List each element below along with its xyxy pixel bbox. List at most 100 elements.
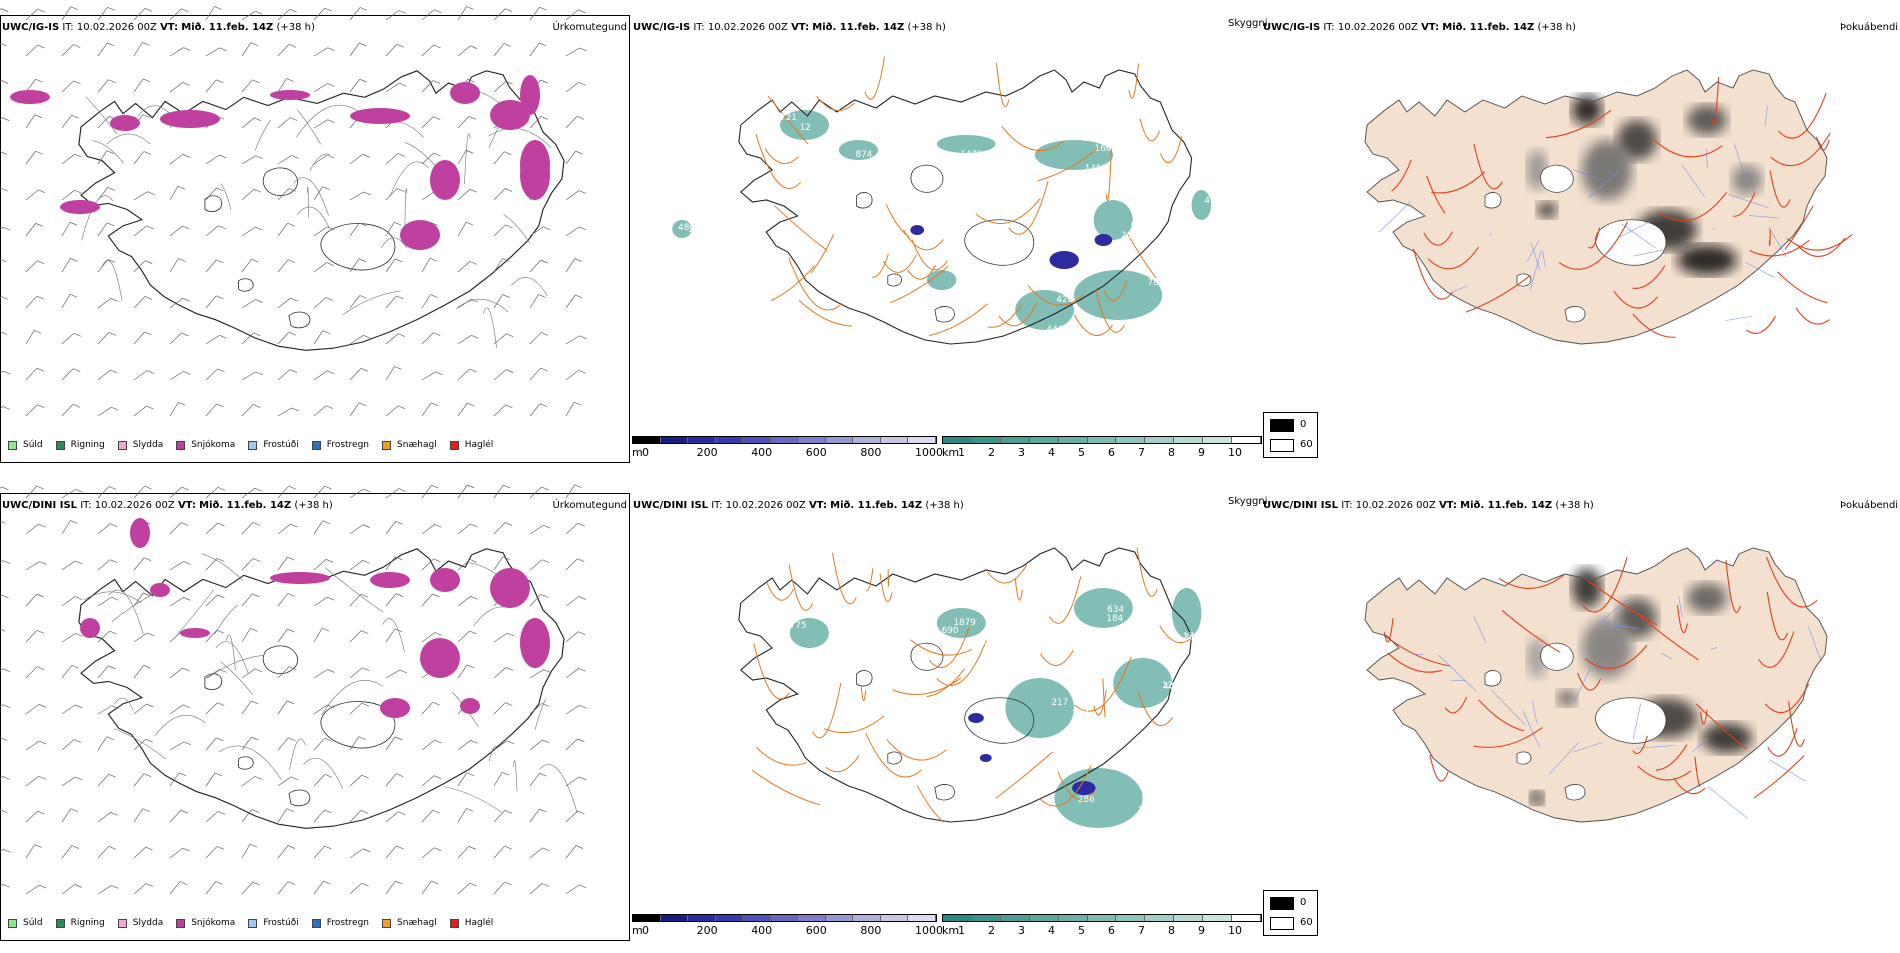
wind-barb-flag xyxy=(147,633,154,636)
wind-barb-flag xyxy=(3,669,10,672)
road-line xyxy=(221,662,253,695)
wind-barb xyxy=(206,669,220,678)
wind-barb xyxy=(314,774,325,786)
wind-barb xyxy=(242,628,250,642)
wind-barb xyxy=(350,43,359,56)
colorbar-swatch xyxy=(853,915,881,921)
wind-barb-flag xyxy=(328,48,335,51)
wind-barb-flag xyxy=(216,188,223,191)
precip-title: Úrkomutegund xyxy=(552,22,627,34)
wind-barb-flag xyxy=(183,82,190,85)
wind-barb xyxy=(422,81,433,92)
cloud-height-label: 293 xyxy=(1072,709,1089,719)
wind-barb-flag xyxy=(218,523,225,526)
wind-barb xyxy=(134,558,144,570)
colorbar-tick-label: 400 xyxy=(751,446,772,459)
wind-barb xyxy=(98,7,108,20)
wind-barb xyxy=(422,776,434,786)
wind-barb xyxy=(62,884,75,894)
wind-barb xyxy=(170,848,183,858)
precip-legend-swatch xyxy=(8,441,17,450)
road-line xyxy=(883,255,916,272)
wind-barb xyxy=(566,82,579,92)
wind-barb-flag xyxy=(467,773,474,776)
colorbar-tick-label: 200 xyxy=(697,924,718,937)
wind-barb xyxy=(62,520,70,534)
wind-barb xyxy=(530,560,542,570)
glacier-outline xyxy=(321,224,395,270)
wind-barb-flag xyxy=(2,118,9,121)
wind-barb-flag xyxy=(361,631,368,634)
wind-barb xyxy=(458,335,471,344)
wind-barb-flag xyxy=(469,846,476,849)
wind-barb-flag xyxy=(2,595,9,598)
wind-barb xyxy=(242,594,252,606)
wind-barb-flag xyxy=(38,811,45,814)
wind-barb-flag xyxy=(0,151,7,154)
road-line xyxy=(887,739,946,760)
wind-barb-flag xyxy=(287,701,294,704)
wind-barb-flag xyxy=(363,489,370,492)
precip-legend-item: Slydda xyxy=(118,440,163,450)
wind-barb xyxy=(0,297,1,308)
road-line xyxy=(255,120,271,151)
wind-barb-flag xyxy=(469,116,476,119)
snow-area xyxy=(460,698,480,714)
wind-barb xyxy=(0,118,2,128)
wind-barb xyxy=(98,259,108,272)
wind-barb-flag xyxy=(504,152,511,155)
cloud-header: UWC/IG-IS IT: 10.02.2026 00Z VT: Mið. 11… xyxy=(633,22,946,34)
wind-barb-flag xyxy=(288,593,295,596)
wind-barb xyxy=(314,738,325,750)
lead-time: (+38 h) xyxy=(1537,22,1575,33)
colorbar-swatch xyxy=(1174,915,1203,921)
wind-barb-flag xyxy=(182,226,189,229)
colorbar-tick-label: 1000 xyxy=(915,446,943,459)
wind-barb xyxy=(134,8,145,20)
wind-barb-flag xyxy=(109,332,116,335)
wind-barb xyxy=(386,774,396,786)
wind-barb-flag xyxy=(435,524,442,527)
colorbar-tick-label: 2 xyxy=(988,446,995,459)
road-line xyxy=(832,553,856,604)
wind-barb-flag xyxy=(327,597,334,600)
wind-barb-flag xyxy=(37,486,44,489)
wind-barb-flag xyxy=(37,594,44,597)
wind-barb-flag xyxy=(506,370,513,373)
model-name: UWC/IG-IS xyxy=(1263,22,1320,33)
snow-area xyxy=(520,75,540,115)
wind-barb-flag xyxy=(36,79,43,82)
fog-area xyxy=(1687,583,1727,613)
precip-legend-item: Rigning xyxy=(56,440,105,450)
wind-barb xyxy=(494,152,504,164)
wind-barb-flag xyxy=(252,594,259,597)
wind-barb xyxy=(170,522,181,534)
wind-barb-flag xyxy=(255,11,262,14)
wind-barb xyxy=(62,633,76,642)
wind-barb xyxy=(278,370,290,380)
wind-barb-flag xyxy=(362,883,369,886)
wind-barb-flag xyxy=(147,371,154,374)
wind-barb-flag xyxy=(433,333,440,336)
wind-barb-flag xyxy=(74,333,81,336)
wind-barb-flag xyxy=(470,46,477,49)
wind-barb-flag xyxy=(111,298,118,301)
colorbar-swatch xyxy=(1059,437,1088,443)
wind-barb xyxy=(134,704,146,714)
wind-barb-flag xyxy=(324,881,331,884)
wind-barb-flag xyxy=(287,629,294,632)
wind-barb-flag xyxy=(540,773,547,776)
wind-barb xyxy=(206,811,218,822)
wind-barb-flag xyxy=(112,885,119,888)
road-line xyxy=(202,554,243,581)
wind-barb xyxy=(530,294,538,308)
vt-label: VT: xyxy=(160,22,178,33)
wind-barb xyxy=(134,665,144,678)
colorbar-swatch xyxy=(881,915,909,921)
wind-barb xyxy=(0,9,1,20)
wind-barb xyxy=(206,738,216,750)
precip-legend-item: Snjókoma xyxy=(176,440,235,450)
wind-barb-flag xyxy=(398,406,405,409)
wind-barb-flag xyxy=(75,489,82,492)
road-line xyxy=(342,291,400,315)
